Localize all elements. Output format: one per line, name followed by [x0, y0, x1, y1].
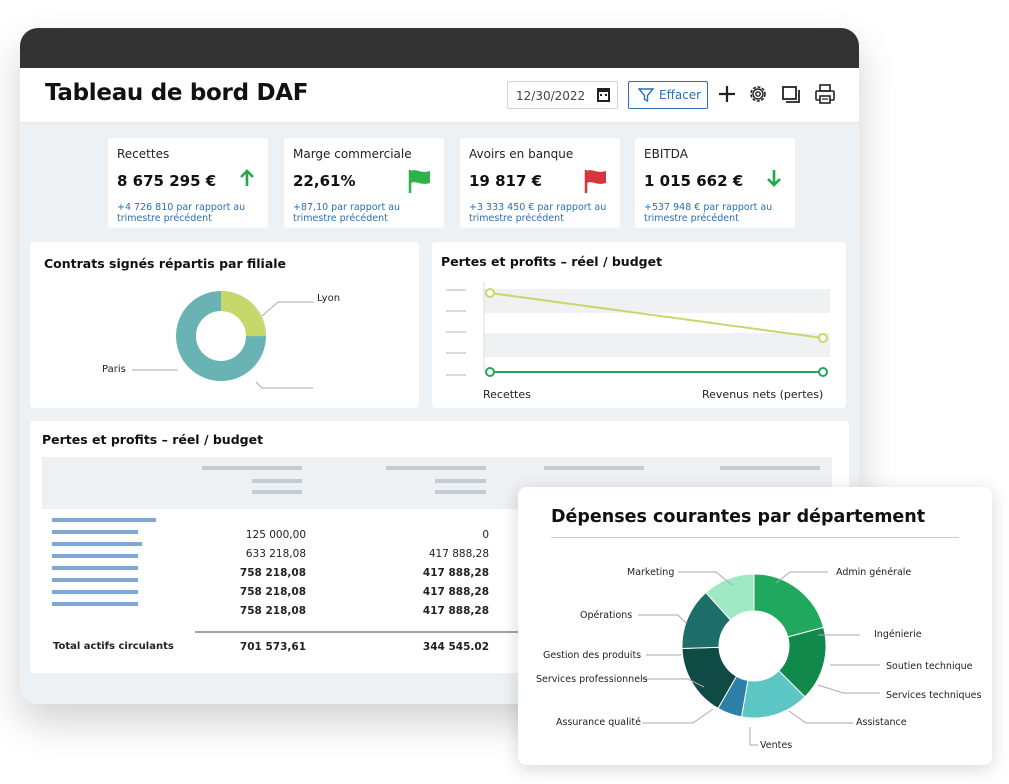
contracts-donut-chart — [132, 291, 314, 389]
pnl-line-card: Pertes et profits – réel / budget Recett… — [432, 242, 846, 408]
line-series-budget — [489, 292, 824, 339]
title-bar — [20, 28, 859, 68]
filter-icon — [638, 88, 654, 103]
card-title: Dépenses courantes par département — [551, 507, 926, 527]
kpi-value: 8 675 295 € — [117, 172, 217, 190]
donut-label-paris: Paris — [102, 364, 126, 375]
line-point — [818, 333, 828, 343]
donut-slice-lyon — [176, 291, 266, 381]
card-title: Contrats signés répartis par filiale — [44, 256, 287, 271]
kpi-label: EBITDA — [644, 147, 688, 161]
kpi-delta: +4 726 810 par rapport au trimestre préc… — [117, 202, 246, 224]
pnl-line-chart — [446, 282, 830, 377]
dept-expenses-card: Dépenses courantes par département Marke… — [518, 487, 992, 765]
dept-label: Assurance qualité — [556, 717, 641, 728]
kpi-value: 22,61% — [293, 172, 356, 190]
kpi-delta: +537 948 € par rapport au trimestre préc… — [644, 202, 773, 224]
dashboard-window: Tableau de bord DAF 12/30/2022 Effacer — [20, 28, 859, 704]
dept-label: Gestion des produits — [543, 650, 642, 661]
printer-icon[interactable] — [812, 80, 838, 108]
table-cell: 633 218,08 — [245, 548, 306, 560]
clear-filter-button[interactable]: Effacer — [628, 81, 708, 109]
table-cell: 0 — [482, 529, 489, 541]
flag-icon — [584, 170, 606, 193]
dept-label: Services professionnels — [536, 674, 648, 685]
total-row-label: Total actifs circulants — [53, 641, 174, 652]
x-axis-label: Recettes — [483, 388, 531, 401]
line-point — [485, 288, 495, 298]
kpi-card-avoirs: Avoirs en banque 19 817 € +3 333 450 € p… — [460, 138, 620, 228]
card-title: Pertes et profits – réel / budget — [441, 254, 663, 269]
kpi-delta: +3 333 450 € par rapport au trimestre pr… — [469, 202, 607, 224]
total-cell: 701 573,61 — [239, 641, 306, 653]
dept-label: Marketing — [627, 567, 675, 578]
dept-label: Assistance — [856, 717, 907, 728]
kpi-label: Recettes — [117, 147, 170, 161]
dept-label: Services techniques — [886, 690, 982, 701]
table-cell: 417 888,28 — [422, 586, 489, 598]
clear-filter-label: Effacer — [659, 88, 702, 102]
donut-label-lyon: Lyon — [317, 293, 341, 304]
kpi-label: Marge commerciale — [293, 147, 412, 161]
donut-slice — [753, 573, 825, 638]
dept-label: Ventes — [760, 740, 793, 751]
table-cell: 758 218,08 — [239, 567, 306, 579]
plus-icon[interactable] — [714, 80, 740, 108]
line-point — [818, 367, 828, 377]
date-value: 12/30/2022 — [516, 89, 586, 103]
kpi-card-marge: Marge commerciale 22,61% +87,10 par rapp… — [284, 138, 444, 228]
table-cell: 758 218,08 — [239, 586, 306, 598]
kpi-card-recettes: Recettes 8 675 295 € +4 726 810 par rapp… — [108, 138, 268, 228]
table-cell: 417 888,28 — [422, 605, 489, 617]
dept-donut-chart — [638, 571, 880, 746]
line-point — [485, 367, 495, 377]
table-cell: 125 000,00 — [245, 529, 306, 541]
gear-icon[interactable] — [745, 80, 771, 108]
kpi-value: 1 015 662 € — [644, 172, 744, 190]
calendar-icon[interactable] — [597, 88, 610, 102]
table-cell: 417 888,28 — [428, 548, 489, 560]
kpi-card-ebitda: EBITDA 1 015 662 € +537 948 € par rappor… — [635, 138, 795, 228]
donut-slice — [705, 573, 755, 621]
divider — [551, 537, 959, 538]
dept-label: Soutien technique — [886, 661, 973, 672]
date-input[interactable]: 12/30/2022 — [507, 81, 618, 109]
arrow-up-icon — [240, 169, 254, 186]
page-title: Tableau de bord DAF — [45, 80, 309, 106]
card-title: Pertes et profits – réel / budget — [42, 432, 264, 447]
kpi-delta: +87,10 par rapport au trimestre précéden… — [293, 202, 401, 224]
arrow-down-icon — [767, 170, 781, 187]
x-axis-label: Revenus nets (pertes) — [702, 388, 824, 401]
table-cell: 417 888,28 — [422, 567, 489, 579]
table-cell: 758 218,08 — [239, 605, 306, 617]
dept-label: Opérations — [580, 610, 633, 621]
kpi-label: Avoirs en banque — [469, 147, 574, 161]
flag-icon — [408, 170, 430, 193]
total-cell: 344 545.02 — [422, 641, 489, 653]
dept-label: Admin générale — [836, 567, 912, 578]
dept-label: Ingénierie — [874, 629, 922, 640]
contracts-donut-card: Contrats signés répartis par filiale Lyo… — [30, 242, 419, 408]
page-header: Tableau de bord DAF 12/30/2022 Effacer — [20, 68, 859, 123]
kpi-value: 19 817 € — [469, 172, 543, 190]
window-icon[interactable] — [778, 80, 804, 108]
